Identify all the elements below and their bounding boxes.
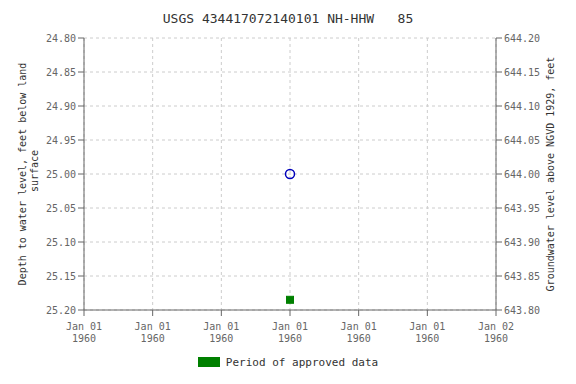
svg-text:25.00: 25.00 [46,169,76,180]
svg-text:Jan 011960: Jan 011960 [203,321,239,344]
svg-text:643.85: 643.85 [504,271,540,282]
html-text:USGS 434417072140101 NH-HHW 85: USGS 434417072140101 NH-HHW 85 [162,11,414,26]
svg-text:25.05: 25.05 [46,203,76,214]
svg-text:644.10: 644.10 [504,101,540,112]
svg-text:25.10: 25.10 [46,237,76,248]
svg-text:644.20: 644.20 [504,33,540,44]
svg-text:24.80: 24.80 [46,33,76,44]
svg-text:Jan 011960: Jan 011960 [341,321,377,344]
svg-text:Jan 011960: Jan 011960 [409,321,445,344]
svg-text:644.15: 644.15 [504,67,540,78]
svg-text:643.90: 643.90 [504,237,540,248]
svg-text:25.15: 25.15 [46,271,76,282]
svg-text:644.00: 644.00 [504,169,540,180]
svg-text:643.95: 643.95 [504,203,540,214]
svg-text:644.05: 644.05 [504,135,540,146]
svg-text:24.85: 24.85 [46,67,76,78]
svg-text:Jan 011960: Jan 011960 [135,321,171,344]
html-text:Period of approved data: Period of approved data [225,355,379,369]
svg-text:Depth to water level, feet bel: Depth to water level, feet below land su… [17,63,40,286]
svg-text:Jan 011960: Jan 011960 [272,321,308,344]
svg-text:24.90: 24.90 [46,101,76,112]
svg-text:Groundwater level above NGVD 1: Groundwater level above NGVD 1929, feet [545,57,556,292]
svg-text:Jan 021960: Jan 021960 [478,321,514,344]
svg-text:25.20: 25.20 [46,305,76,316]
svg-text:24.95: 24.95 [46,135,76,146]
svg-text:643.80: 643.80 [504,305,540,316]
svg-text:Jan 011960: Jan 011960 [66,321,102,344]
